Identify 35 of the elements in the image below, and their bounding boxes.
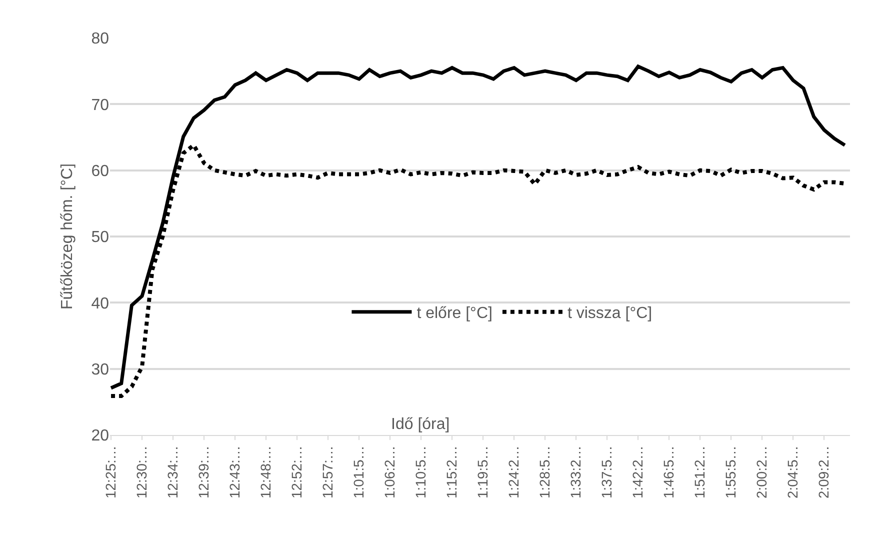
x-tick-label: 1:51:2… — [692, 446, 708, 499]
x-tick-label: 2:04:5… — [784, 446, 801, 499]
x-tick-label: 12:43:… — [226, 446, 243, 499]
y-tick-label: 50 — [91, 229, 110, 246]
y-tick-label: 30 — [91, 361, 110, 378]
x-tick-label: 12:57:… — [320, 446, 336, 499]
x-tick-label: 1:24:2… — [506, 446, 522, 499]
x-axis-title: Idő [óra] — [391, 416, 450, 433]
x-tick-label: 12:52:… — [288, 446, 305, 499]
x-tick-label: 1:15:2… — [444, 446, 460, 499]
x-tick-label: 12:34:… — [164, 446, 181, 499]
x-tick-label: 1:46:5… — [660, 446, 677, 499]
x-tick-label: 12:25:… — [102, 446, 119, 499]
x-tick-label: 2:00:2… — [754, 446, 770, 499]
x-tick-label: 1:10:5… — [412, 446, 429, 499]
x-tick-label: 1:28:5… — [536, 446, 553, 499]
x-tick-label: 12:30:… — [134, 446, 150, 499]
x-tick-label: 1:19:5… — [474, 446, 491, 499]
x-tick-label: 1:55:5… — [722, 446, 739, 499]
y-tick-label: 40 — [91, 295, 110, 312]
legend-label: t előre [°C] — [416, 305, 492, 322]
x-tick-label: 1:42:2… — [630, 446, 646, 499]
legend-label: t vissza [°C] — [567, 305, 652, 322]
y-tick-label: 80 — [91, 30, 110, 48]
x-tick-label: 2:09:2… — [816, 446, 832, 499]
x-tick-label: 12:48:… — [258, 446, 274, 499]
x-tick-label: 1:33:2… — [568, 446, 584, 499]
x-tick-label: 1:37:5… — [598, 446, 615, 499]
y-tick-label: 20 — [91, 428, 110, 445]
x-tick-label: 12:39:… — [196, 446, 212, 499]
x-tick-label: 1:06:2… — [382, 446, 398, 499]
y-tick-label: 70 — [91, 96, 110, 114]
y-tick-label: 60 — [91, 162, 110, 180]
x-tick-label: 1:01:5… — [350, 446, 367, 499]
y-axis-title: Fűtőközeg hőm. [°C] — [59, 163, 76, 310]
